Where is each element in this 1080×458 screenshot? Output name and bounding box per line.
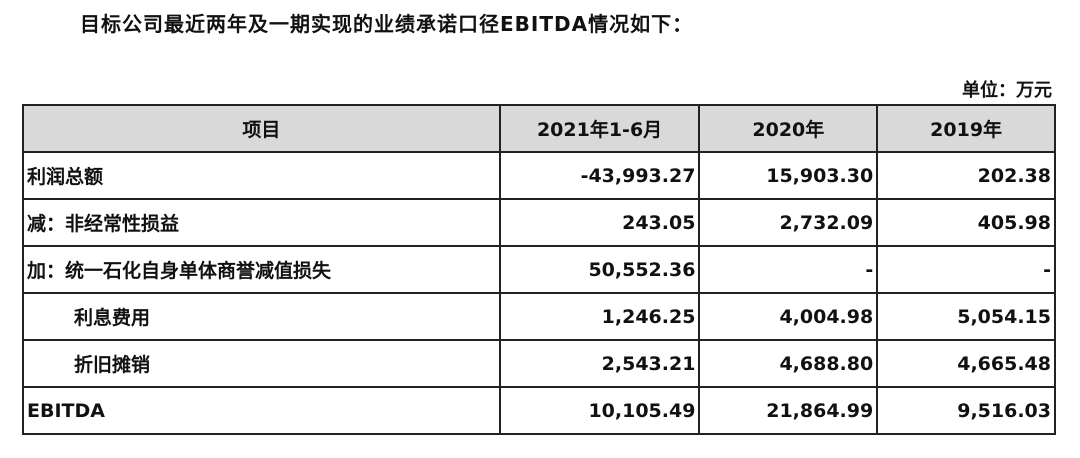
row-label: 加：统一石化自身单体商誉减值损失 xyxy=(22,245,501,294)
title: 目标公司最近两年及一期实现的业绩承诺口径EBITDA情况如下： xyxy=(80,12,694,36)
value-cell: 405.98 xyxy=(876,198,1056,247)
value-cell: 202.38 xyxy=(876,151,1056,200)
value-cell: 4,665.48 xyxy=(876,339,1056,388)
table-row: 利润总额 -43,993.27 15,903.30 202.38 xyxy=(22,151,1056,200)
header-cell: 2021年1-6月 xyxy=(498,104,701,153)
value-cell: 50,552.36 xyxy=(498,245,701,294)
table: 项目 2021年1-6月 2020年 2019年 利润总额 -43,993.27 1… xyxy=(22,104,1056,435)
table-row: 加：统一石化自身单体商誉减值损失 50,552.36- - xyxy=(22,245,1056,294)
header-row: 项目 2021年1-6月 2020年 2019年 xyxy=(22,104,1056,153)
row-label: 利息费用 xyxy=(22,292,501,341)
value-cell: 15,903.30 xyxy=(698,151,879,200)
row-label: EBITDA xyxy=(22,386,501,435)
header-cell: 项目 xyxy=(22,104,501,153)
table-row: 减：非经常性损益 243.05 2,732.09 405.98 xyxy=(22,198,1056,247)
value-cell: 10,105.49 xyxy=(498,386,701,435)
value-cell: 5,054.15 xyxy=(876,292,1056,341)
value-cell: 243.05 xyxy=(498,198,701,247)
value-cell: 2,543.21 xyxy=(498,339,701,388)
row-label: 折旧摊销 xyxy=(22,339,501,388)
row-label: 减：非经常性损益 xyxy=(22,198,501,247)
value-cell: -43,993.27 xyxy=(498,151,701,200)
row-label: 利润总额 xyxy=(22,151,501,200)
table-row: 利息费用 1,246.25 4,004.98 5,054.15 xyxy=(22,292,1056,341)
table-row: 折旧摊销 2,543.21 4,688.80 4,665.48 xyxy=(22,339,1056,388)
header-cell: 2019年 xyxy=(876,104,1056,153)
value-cell: 21,864.99 xyxy=(698,386,879,435)
value-cell: 1,246.25 xyxy=(498,292,701,341)
value-cell: 9,516.03 xyxy=(876,386,1056,435)
value-cell: 4,688.80 xyxy=(698,339,879,388)
value-cell: 2,732.09 xyxy=(698,198,879,247)
value-cell: - xyxy=(698,245,879,294)
table-row: EBITDA 10,105.49 21,864.99 9,516.03 xyxy=(22,386,1056,435)
value-cell: 4,004.98 xyxy=(698,292,879,341)
unit-label: 单位：万元 xyxy=(962,80,1052,101)
table-body: 利润总额 -43,993.27 15,903.30 202.38 减：非经常性损益 243… xyxy=(22,151,1056,435)
header-cell: 2020年 xyxy=(698,104,879,153)
value-cell: - xyxy=(876,245,1056,294)
